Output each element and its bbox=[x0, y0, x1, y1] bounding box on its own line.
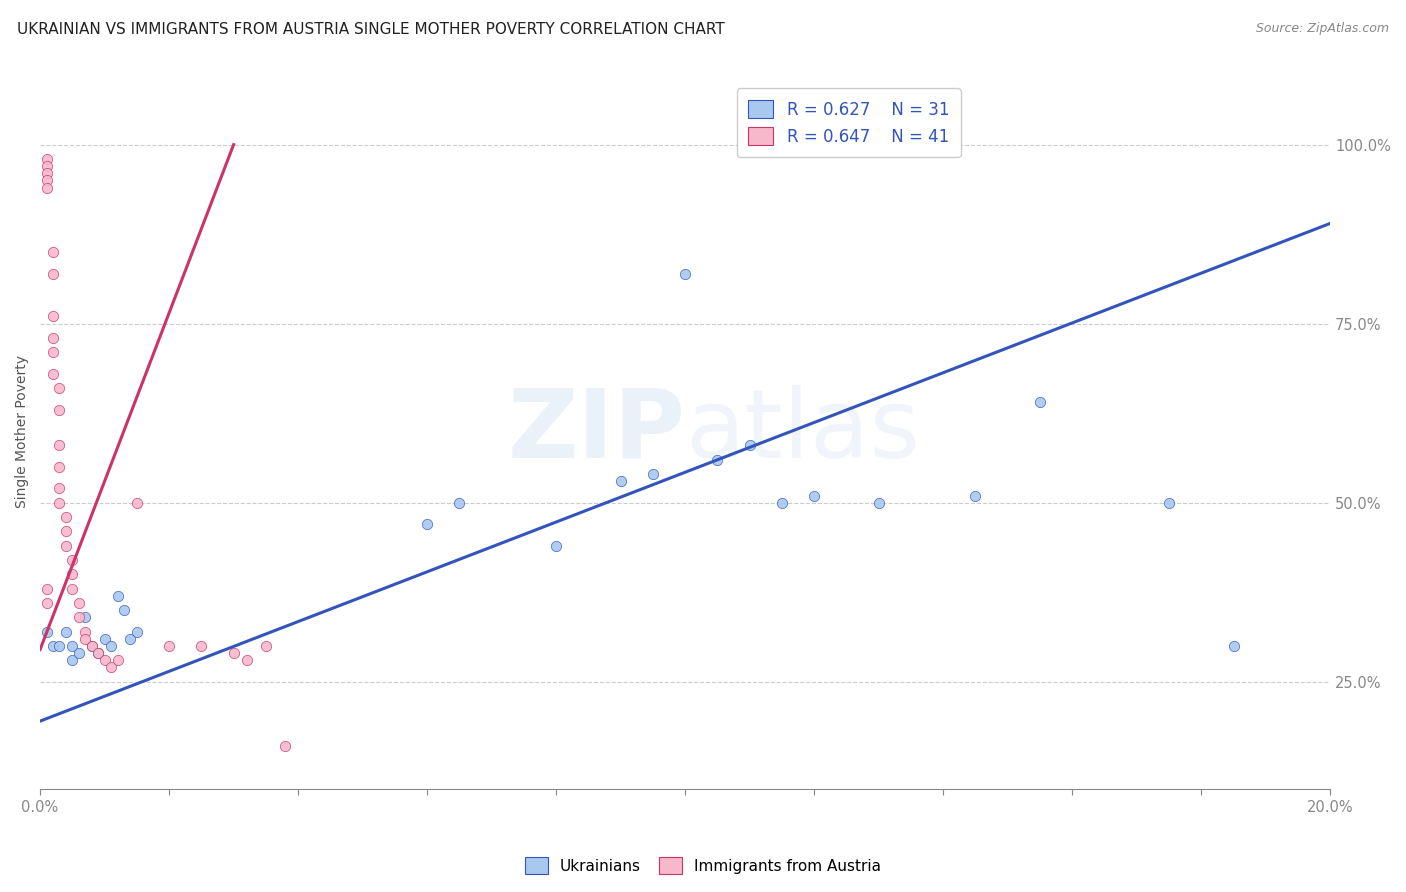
Point bbox=[48, 639, 70, 653]
Point bbox=[75, 632, 97, 646]
Point bbox=[35, 152, 58, 166]
Point bbox=[67, 610, 90, 624]
Point bbox=[35, 180, 58, 194]
Point bbox=[641, 467, 664, 481]
Point bbox=[48, 438, 70, 452]
Legend: R = 0.627    N = 31, R = 0.647    N = 41: R = 0.627 N = 31, R = 0.647 N = 41 bbox=[737, 88, 960, 158]
Point bbox=[1222, 639, 1244, 653]
Point bbox=[75, 610, 97, 624]
Point bbox=[35, 166, 58, 180]
Point bbox=[42, 367, 65, 381]
Text: UKRAINIAN VS IMMIGRANTS FROM AUSTRIA SINGLE MOTHER POVERTY CORRELATION CHART: UKRAINIAN VS IMMIGRANTS FROM AUSTRIA SIN… bbox=[17, 22, 724, 37]
Point bbox=[42, 639, 65, 653]
Point bbox=[87, 646, 110, 660]
Point bbox=[235, 653, 257, 667]
Point bbox=[35, 173, 58, 187]
Point bbox=[449, 496, 471, 510]
Point bbox=[868, 496, 890, 510]
Point bbox=[80, 639, 103, 653]
Text: Source: ZipAtlas.com: Source: ZipAtlas.com bbox=[1256, 22, 1389, 36]
Point bbox=[222, 646, 245, 660]
Point bbox=[67, 646, 90, 660]
Point bbox=[416, 517, 439, 532]
Y-axis label: Single Mother Poverty: Single Mother Poverty bbox=[15, 354, 30, 508]
Point bbox=[100, 660, 122, 674]
Point bbox=[35, 624, 58, 639]
Point bbox=[42, 345, 65, 359]
Point bbox=[42, 267, 65, 281]
Point bbox=[48, 402, 70, 417]
Point bbox=[673, 267, 696, 281]
Point bbox=[125, 624, 148, 639]
Text: ZIP: ZIP bbox=[508, 384, 685, 477]
Point bbox=[60, 639, 83, 653]
Point bbox=[254, 639, 277, 653]
Point bbox=[55, 510, 77, 524]
Point bbox=[60, 582, 83, 596]
Point bbox=[107, 589, 129, 603]
Point bbox=[60, 567, 83, 582]
Point bbox=[120, 632, 142, 646]
Point bbox=[100, 639, 122, 653]
Text: atlas: atlas bbox=[685, 384, 921, 477]
Point bbox=[112, 603, 135, 617]
Point bbox=[107, 653, 129, 667]
Point bbox=[125, 496, 148, 510]
Point bbox=[55, 539, 77, 553]
Point bbox=[48, 481, 70, 495]
Point bbox=[93, 653, 115, 667]
Point bbox=[609, 474, 631, 488]
Point bbox=[965, 489, 987, 503]
Point bbox=[1029, 395, 1052, 409]
Point bbox=[42, 331, 65, 345]
Point bbox=[48, 496, 70, 510]
Point bbox=[48, 459, 70, 474]
Point bbox=[75, 624, 97, 639]
Point bbox=[67, 596, 90, 610]
Point bbox=[55, 524, 77, 539]
Point bbox=[55, 624, 77, 639]
Point bbox=[60, 553, 83, 567]
Point bbox=[60, 653, 83, 667]
Point bbox=[738, 438, 761, 452]
Point bbox=[93, 632, 115, 646]
Point bbox=[42, 310, 65, 324]
Point bbox=[35, 582, 58, 596]
Point bbox=[87, 646, 110, 660]
Point bbox=[1157, 496, 1180, 510]
Point bbox=[35, 159, 58, 173]
Legend: Ukrainians, Immigrants from Austria: Ukrainians, Immigrants from Austria bbox=[519, 851, 887, 880]
Point bbox=[48, 381, 70, 395]
Point bbox=[706, 452, 728, 467]
Point bbox=[190, 639, 212, 653]
Point bbox=[157, 639, 180, 653]
Point bbox=[803, 489, 825, 503]
Point bbox=[80, 639, 103, 653]
Point bbox=[42, 245, 65, 260]
Point bbox=[274, 739, 297, 754]
Point bbox=[770, 496, 793, 510]
Point bbox=[546, 539, 568, 553]
Point bbox=[35, 596, 58, 610]
